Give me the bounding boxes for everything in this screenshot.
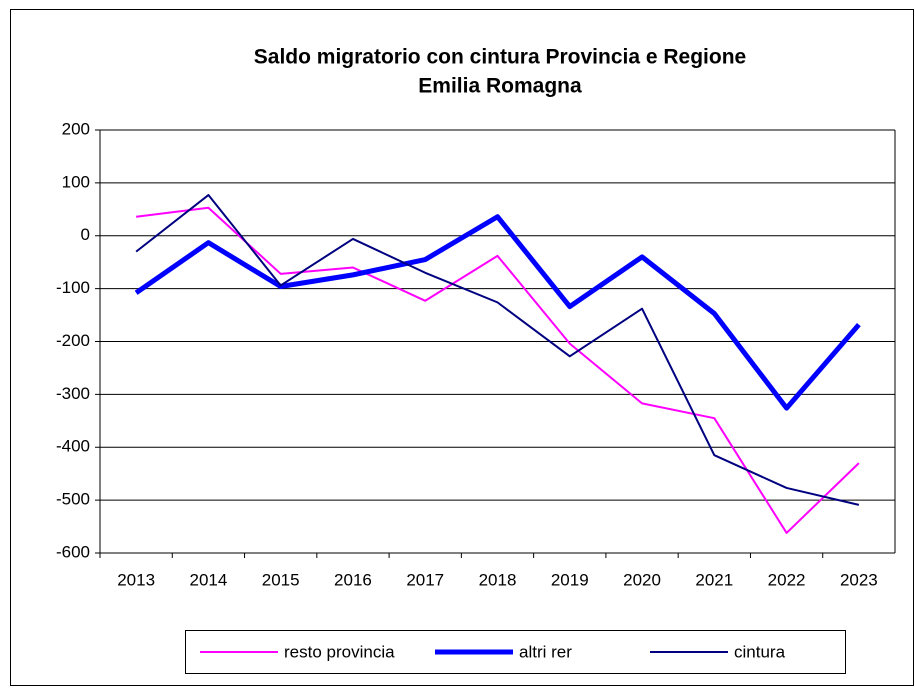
x-tick-label: 2023 bbox=[840, 570, 878, 589]
y-tick-label: -500 bbox=[56, 490, 90, 509]
x-tick-label: 2019 bbox=[551, 570, 589, 589]
y-tick-label: 200 bbox=[62, 119, 90, 138]
x-tick-label: 2016 bbox=[334, 570, 372, 589]
x-tick-label: 2021 bbox=[695, 570, 733, 589]
series-line bbox=[135, 194, 860, 506]
x-tick-label: 2013 bbox=[117, 570, 155, 589]
legend-label: altri rer bbox=[519, 642, 572, 661]
x-tick-label: 2017 bbox=[406, 570, 444, 589]
y-tick-label: -100 bbox=[56, 278, 90, 297]
x-tick-label: 2020 bbox=[623, 570, 661, 589]
chart-title: Saldo migratorio con cintura Provincia e… bbox=[254, 46, 746, 69]
legend-box bbox=[185, 630, 846, 674]
y-tick-label: -400 bbox=[56, 437, 90, 456]
y-tick-label: -300 bbox=[56, 384, 90, 403]
legend-label: cintura bbox=[734, 642, 786, 661]
x-tick-label: 2014 bbox=[189, 570, 227, 589]
chart-border bbox=[10, 9, 914, 686]
series-line bbox=[136, 206, 860, 534]
x-tick-label: 2018 bbox=[479, 570, 517, 589]
y-tick-label: 100 bbox=[62, 172, 90, 191]
x-tick-label: 2015 bbox=[262, 570, 300, 589]
y-tick-label: -200 bbox=[56, 331, 90, 350]
x-tick-label: 2022 bbox=[768, 570, 806, 589]
series-line bbox=[134, 214, 861, 411]
legend-label: resto provincia bbox=[284, 642, 395, 661]
y-tick-label: -600 bbox=[56, 542, 90, 561]
chart-subtitle: Emilia Romagna bbox=[418, 75, 582, 98]
y-tick-label: 0 bbox=[81, 225, 90, 244]
